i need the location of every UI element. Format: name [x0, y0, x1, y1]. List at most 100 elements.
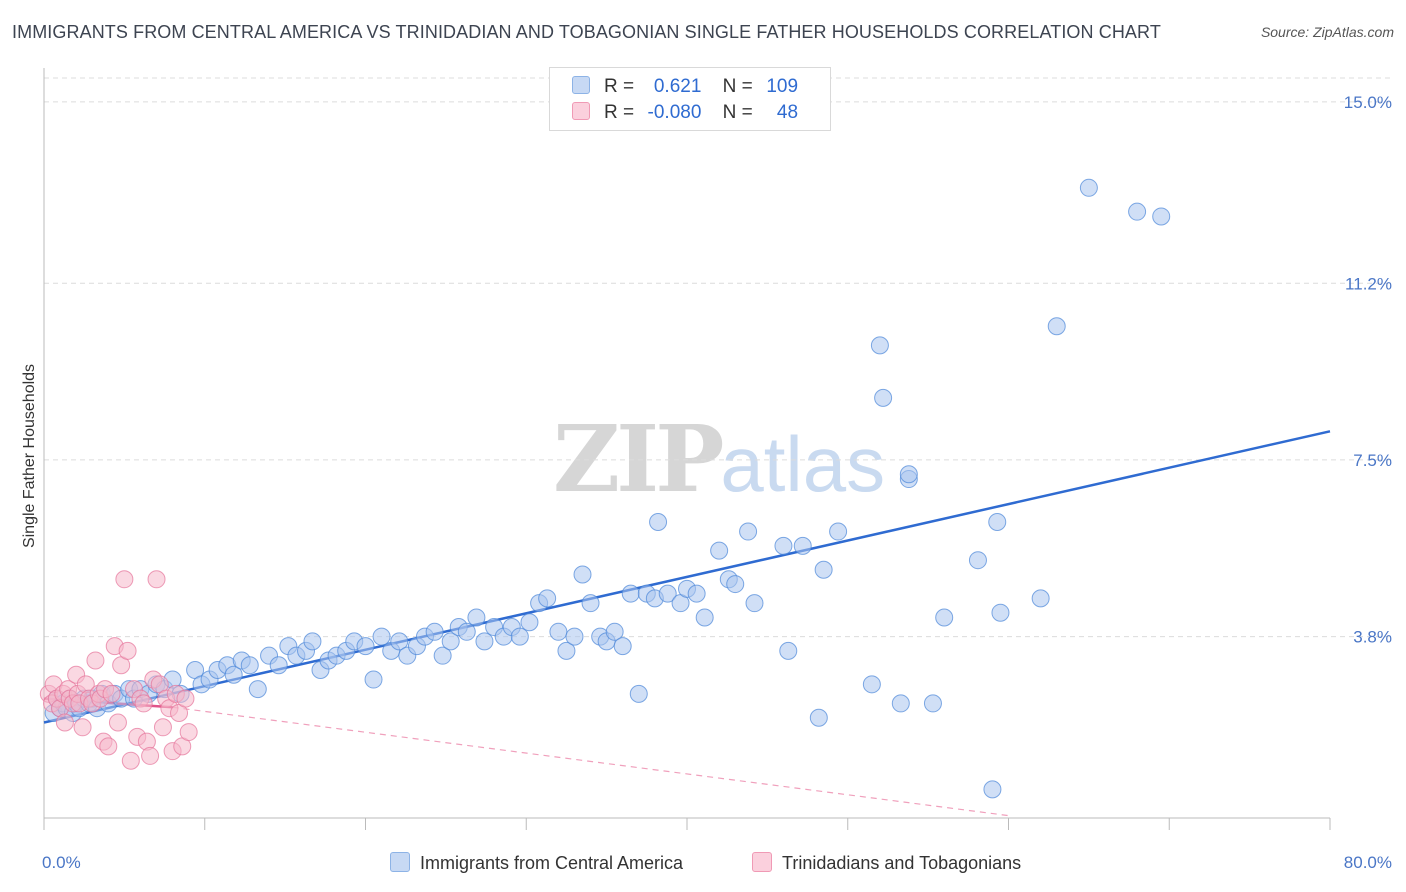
data-point: [745, 594, 764, 613]
data-point: [121, 751, 140, 770]
data-point: [303, 632, 322, 651]
legend-r-label: R =: [604, 102, 635, 123]
legend-n-value: 48: [776, 102, 799, 123]
data-point: [968, 551, 987, 570]
trend-line-trinidadian-extrapolated: [172, 706, 1009, 817]
data-point: [862, 675, 881, 694]
data-point: [726, 575, 745, 594]
data-point: [658, 584, 677, 603]
data-point: [248, 680, 267, 699]
bottom-legend-trinidadian: Trinidadians and Tobagonians: [752, 852, 1021, 876]
data-point: [870, 336, 889, 355]
data-point: [774, 536, 793, 555]
legend-row-central-america: R = 0.621 N = 109: [572, 76, 798, 100]
data-point: [179, 723, 198, 742]
y-tick-label: 3.8%: [1353, 628, 1392, 647]
trend-line-central-america: [43, 430, 1331, 724]
x-tick-label: 80.0%: [1344, 853, 1392, 872]
data-point: [814, 560, 833, 579]
data-point: [73, 718, 92, 737]
watermark-zip: ZIP: [553, 405, 724, 513]
legend-r-value: 0.621: [653, 76, 702, 97]
data-point: [115, 570, 134, 589]
data-point: [147, 570, 166, 589]
data-point: [988, 513, 1007, 531]
data-point: [467, 608, 486, 627]
data-point: [687, 584, 706, 603]
watermark-atlas: atlas: [720, 420, 886, 508]
y-tick-label: 7.5%: [1353, 451, 1392, 470]
data-point: [372, 627, 391, 646]
data-point: [134, 694, 153, 713]
legend-swatch-pink: [572, 102, 590, 120]
x-ticks: 0.0% 80.0%: [42, 853, 1392, 872]
data-point: [441, 632, 460, 651]
legend-n-label: N =: [722, 76, 753, 97]
legend-n-label: N =: [722, 102, 753, 123]
legend: R = 0.621 N = 109 R = -0.080 N = 48: [549, 67, 831, 131]
data-point: [710, 541, 729, 560]
data-point: [605, 622, 624, 641]
data-point: [510, 627, 529, 646]
data-point: [899, 465, 918, 484]
data-point: [1047, 317, 1066, 336]
source-label: Source: ZipAtlas.com: [1260, 24, 1394, 40]
y-ticks: 3.8% 7.5% 11.2% 15.0%: [1344, 93, 1392, 647]
trend-lines: [43, 430, 1331, 817]
data-point: [983, 780, 1002, 799]
data-point: [549, 622, 568, 641]
axes: [43, 68, 1331, 830]
bottom-legend-central-america: Immigrants from Central America: [390, 852, 683, 876]
data-point: [695, 608, 714, 627]
legend-n-value: 109: [766, 76, 799, 97]
data-point: [891, 694, 910, 713]
data-point: [224, 665, 243, 684]
data-point: [935, 608, 954, 627]
data-point: [1152, 207, 1171, 226]
data-point: [557, 641, 576, 660]
legend-swatch-blue: [572, 76, 590, 94]
data-point: [923, 694, 942, 713]
data-point: [613, 637, 632, 656]
data-point: [153, 718, 172, 737]
data-point: [649, 513, 668, 531]
data-point: [1128, 202, 1147, 221]
data-point: [356, 637, 375, 656]
data-point: [573, 565, 592, 584]
x-tick-label: 0.0%: [42, 853, 81, 872]
data-point: [118, 641, 137, 660]
data-point: [390, 632, 409, 651]
legend-r-value: -0.080: [647, 102, 702, 123]
data-point: [520, 613, 539, 632]
data-point: [269, 656, 288, 675]
data-point: [99, 737, 118, 756]
data-point: [176, 689, 195, 708]
bottom-legend-label: Trinidadians and Tobagonians: [782, 853, 1022, 873]
data-point: [425, 622, 444, 641]
data-point: [793, 536, 812, 555]
data-point: [364, 670, 383, 689]
y-axis-label: Single Father Households: [21, 364, 38, 548]
bottom-legend-label: Immigrants from Central America: [420, 853, 684, 873]
data-point: [829, 522, 848, 541]
data-point: [102, 684, 121, 703]
y-tick-label: 15.0%: [1344, 93, 1392, 112]
data-point: [621, 584, 640, 603]
data-point: [240, 656, 259, 675]
data-point: [565, 627, 584, 646]
watermark: ZIPatlas: [553, 405, 885, 513]
data-point: [779, 641, 798, 660]
data-point: [141, 746, 160, 765]
bottom-legend-swatch-blue: [390, 852, 410, 872]
data-point: [433, 646, 452, 665]
data-point: [1031, 589, 1050, 608]
data-point: [538, 589, 557, 608]
y-tick-label: 11.2%: [1345, 274, 1392, 293]
data-point: [475, 632, 494, 651]
data-point: [581, 594, 600, 613]
data-point: [991, 603, 1010, 622]
legend-r-label: R =: [604, 76, 635, 97]
data-point: [739, 522, 758, 541]
data-point: [457, 622, 476, 641]
